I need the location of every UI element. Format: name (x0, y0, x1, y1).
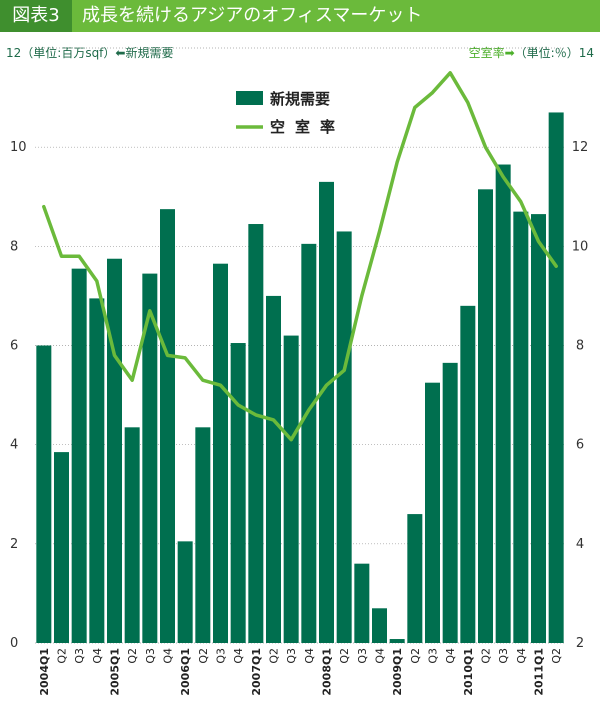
left-y-tick-label: 4 (10, 438, 18, 453)
right-y-tick-label: 2 (576, 636, 584, 651)
x-tick-label: Q2 (480, 648, 493, 664)
bar (266, 295, 281, 643)
right-y-ticks: 2 4 6 8 10 12 (572, 140, 589, 651)
left-y-tick-label: 8 (10, 239, 18, 254)
bar-series (36, 112, 564, 644)
legend-bar-label: 新規需要 (270, 90, 330, 108)
right-y-tick-label: 12 (572, 140, 589, 155)
bar (548, 112, 564, 644)
x-tick-label: Q3 (144, 648, 157, 664)
left-axis-note: 12（単位:百万sqf）⬅新規需要 (6, 44, 174, 61)
bar (531, 214, 546, 643)
x-tick-label: Q2 (268, 648, 281, 664)
left-y-tick-label: 6 (10, 339, 18, 354)
bar (213, 263, 228, 643)
x-tick-label: 2011Q1 (533, 648, 546, 696)
bar (460, 305, 476, 643)
x-tick-label: Q3 (427, 648, 440, 664)
x-tick-label: Q2 (409, 648, 422, 664)
chart-header: 図表3 成長を続けるアジアのオフィスマーケット (0, 0, 600, 32)
legend-bar-swatch (236, 91, 263, 105)
x-tick-label: Q3 (73, 648, 86, 664)
x-tick-label: Q2 (56, 648, 69, 664)
x-tick-label: Q4 (232, 648, 245, 664)
x-tick-label: Q3 (285, 648, 298, 664)
left-arrow-icon: ⬅ (115, 46, 126, 60)
chart-title: 成長を続けるアジアのオフィスマーケット (82, 5, 423, 26)
bar (248, 224, 264, 644)
bar (177, 541, 193, 643)
x-tick-label: Q4 (444, 648, 457, 664)
x-tick-label: Q4 (515, 648, 528, 664)
bar (71, 268, 87, 643)
x-tick-label: 2005Q1 (109, 648, 122, 696)
bar (495, 164, 511, 644)
bar (407, 514, 423, 643)
bar (54, 452, 69, 643)
left-y-tick-label: 2 (10, 537, 18, 552)
x-tick-label: Q4 (91, 648, 104, 664)
left-axis-unit: 12（単位:百万sqf） (6, 46, 116, 60)
bar (389, 639, 405, 643)
x-tick-label: Q4 (303, 648, 316, 664)
x-tick-label: Q3 (497, 648, 510, 664)
bar (354, 563, 370, 643)
left-y-tick-label: 10 (10, 140, 27, 155)
bar (319, 181, 334, 643)
x-tick-label: Q2 (197, 648, 210, 664)
gridlines (35, 47, 565, 644)
x-tick-label: Q3 (356, 648, 369, 664)
x-tick-label: Q3 (215, 648, 228, 664)
bar (336, 231, 352, 644)
bar (230, 343, 246, 643)
right-axis-unit: （単位:％）14 (514, 46, 594, 60)
bar (513, 211, 529, 643)
right-y-tick-label: 4 (576, 537, 584, 552)
vacancy-line (42, 71, 558, 442)
x-tick-labels: 2004Q1 Q2 Q3 Q4 2005Q1 Q2 Q3 Q4 2006Q1 Q2 Q3 Q4 2007… (38, 648, 563, 696)
right-axis-series: 空室率 (468, 46, 505, 60)
bar (107, 258, 122, 643)
bar (160, 209, 175, 644)
x-tick-label: 2009Q1 (391, 648, 404, 696)
bar (142, 273, 158, 643)
x-tick-label: 2006Q1 (179, 648, 192, 696)
right-axis-note: 空室率➡（単位:％）14 (469, 44, 594, 61)
x-tick-label: Q2 (126, 648, 139, 664)
bar (372, 608, 387, 643)
left-y-ticks: 0 2 4 6 8 10 (10, 140, 27, 651)
right-arrow-icon: ➡ (504, 46, 515, 60)
x-tick-label: Q2 (550, 648, 563, 664)
x-tick-label: Q2 (338, 648, 351, 664)
figure-tag: 図表3 (0, 0, 72, 32)
right-y-tick-label: 10 (572, 239, 589, 254)
left-y-tick-label: 0 (10, 636, 18, 651)
x-tick-label: Q4 (162, 648, 175, 664)
bar (195, 427, 211, 643)
bar (89, 298, 105, 643)
legend-line-label: 空室率 (270, 118, 345, 136)
bar (442, 362, 458, 643)
bar (478, 189, 493, 643)
bar (283, 335, 299, 643)
bar (425, 382, 440, 643)
x-tick-label: 2008Q1 (321, 648, 334, 696)
x-tick-label: 2007Q1 (250, 648, 263, 696)
bar (124, 427, 140, 643)
bar (36, 345, 52, 643)
bar (301, 243, 317, 643)
right-y-tick-label: 6 (576, 438, 584, 453)
right-y-tick-label: 8 (576, 339, 584, 354)
x-tick-label: 2010Q1 (462, 648, 475, 696)
left-axis-series: 新規需要 (125, 46, 174, 60)
x-tick-label: Q4 (374, 648, 387, 664)
line-series (42, 71, 558, 442)
x-tick-label: 2004Q1 (38, 648, 51, 696)
